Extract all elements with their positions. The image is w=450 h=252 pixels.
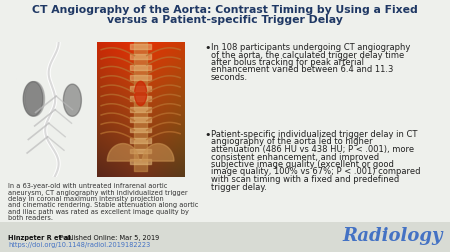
Text: In a 63-year-old with untreated infrarenal aortic: In a 63-year-old with untreated infraren… (8, 182, 167, 188)
Text: of the aorta, the calculated trigger delay time: of the aorta, the calculated trigger del… (211, 50, 404, 59)
Text: and cinematic rendering. Stable attenuation along aortic: and cinematic rendering. Stable attenuat… (8, 202, 198, 208)
Text: consistent enhancement, and improved: consistent enhancement, and improved (211, 152, 379, 161)
Text: image quality, 100% vs 67%; P < .001) compared: image quality, 100% vs 67%; P < .001) co… (211, 167, 420, 176)
Text: with scan timing with a fixed and predefined: with scan timing with a fixed and predef… (211, 174, 399, 183)
Text: attenuation (486 HU vs 438 HU; P < .001), more: attenuation (486 HU vs 438 HU; P < .001)… (211, 144, 414, 153)
Text: versus a Patient-specific Trigger Delay: versus a Patient-specific Trigger Delay (107, 15, 343, 25)
Polygon shape (107, 144, 139, 162)
Text: both readers.: both readers. (8, 215, 53, 220)
Text: seconds.: seconds. (211, 73, 248, 82)
Polygon shape (63, 85, 81, 117)
Text: Hinzpeter R et al.: Hinzpeter R et al. (8, 234, 73, 240)
Text: delay in coronal maximum intensity projection: delay in coronal maximum intensity proje… (8, 195, 164, 201)
Polygon shape (25, 82, 45, 117)
Text: and iliac path was rated as excellent image quality by: and iliac path was rated as excellent im… (8, 208, 189, 214)
Bar (0, 222, 450, 252)
Text: •: • (204, 130, 211, 139)
Text: Published Online: Mar 5, 2019: Published Online: Mar 5, 2019 (55, 234, 159, 240)
Text: Patient-specific individualized trigger delay in CT: Patient-specific individualized trigger … (211, 130, 418, 138)
Text: CT Angiography of the Aorta: Contrast Timing by Using a Fixed: CT Angiography of the Aorta: Contrast Ti… (32, 5, 418, 15)
Polygon shape (142, 144, 174, 162)
Text: aneurysm, CT angiography with individualized trigger: aneurysm, CT angiography with individual… (8, 189, 188, 195)
Text: subjective image quality (excellent or good: subjective image quality (excellent or g… (211, 159, 394, 168)
Text: Radiology: Radiology (342, 226, 443, 244)
Text: In 108 participants undergoing CT angiography: In 108 participants undergoing CT angiog… (211, 43, 410, 52)
Polygon shape (23, 82, 43, 117)
Polygon shape (135, 82, 147, 106)
Text: •: • (204, 43, 211, 53)
Text: trigger delay.: trigger delay. (211, 182, 267, 191)
Text: enhancement varied between 6.4 and 11.3: enhancement varied between 6.4 and 11.3 (211, 65, 393, 74)
Text: https://doi.org/10.1148/radiol.2019182223: https://doi.org/10.1148/radiol.201918222… (8, 241, 150, 247)
Text: angiography of the aorta led to higher: angiography of the aorta led to higher (211, 137, 373, 146)
Text: after bolus tracking for peak arterial: after bolus tracking for peak arterial (211, 58, 364, 67)
